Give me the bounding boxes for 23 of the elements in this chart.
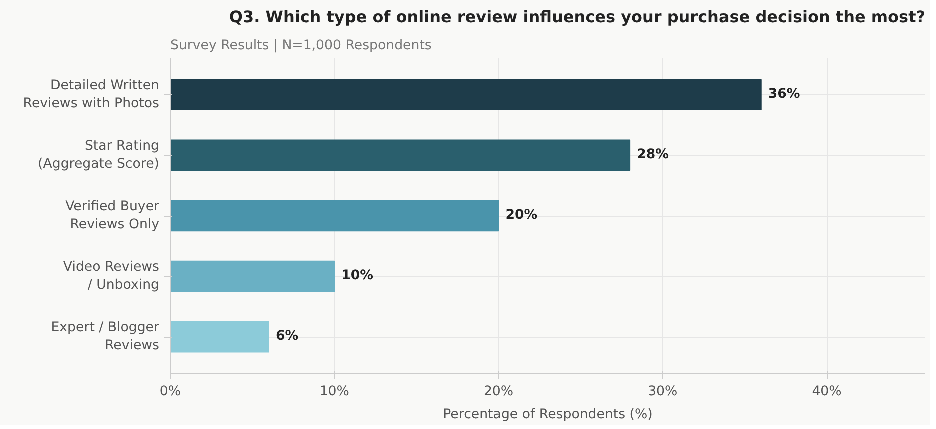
chart-subtitle: Survey Results | N=1,000 Respondents bbox=[170, 38, 432, 54]
y-tick-label: Detailed Written Reviews with Photos bbox=[23, 78, 160, 112]
x-tick-label: 20% bbox=[484, 384, 514, 400]
data-label: 20% bbox=[506, 208, 538, 223]
bar bbox=[170, 200, 500, 232]
y-tick-label: Star Rating (Aggregate Score) bbox=[38, 138, 160, 172]
bar bbox=[170, 140, 631, 172]
x-tick-label: 10% bbox=[320, 384, 350, 400]
bar bbox=[170, 79, 762, 110]
bar bbox=[170, 322, 270, 353]
data-label: 10% bbox=[342, 268, 374, 284]
x-tick-label: 40% bbox=[812, 384, 842, 400]
data-label: 6% bbox=[276, 329, 299, 344]
y-tick-label: Expert / Blogger Reviews bbox=[51, 320, 160, 354]
bar bbox=[170, 260, 336, 292]
x-tick-label: 0% bbox=[160, 384, 182, 400]
y-tick-label: Verified Buyer Reviews Only bbox=[66, 200, 160, 232]
data-label: 28% bbox=[637, 147, 669, 162]
y-tick-label: Video Reviews / Unboxing bbox=[63, 260, 160, 294]
chart-title: Q3. Which type of online review influences your purchase decision the most? bbox=[229, 8, 926, 26]
x-axis-title: Percentage of Respondents (%) bbox=[443, 408, 653, 422]
data-label: 36% bbox=[768, 86, 800, 102]
x-tick-label: 30% bbox=[648, 384, 678, 400]
